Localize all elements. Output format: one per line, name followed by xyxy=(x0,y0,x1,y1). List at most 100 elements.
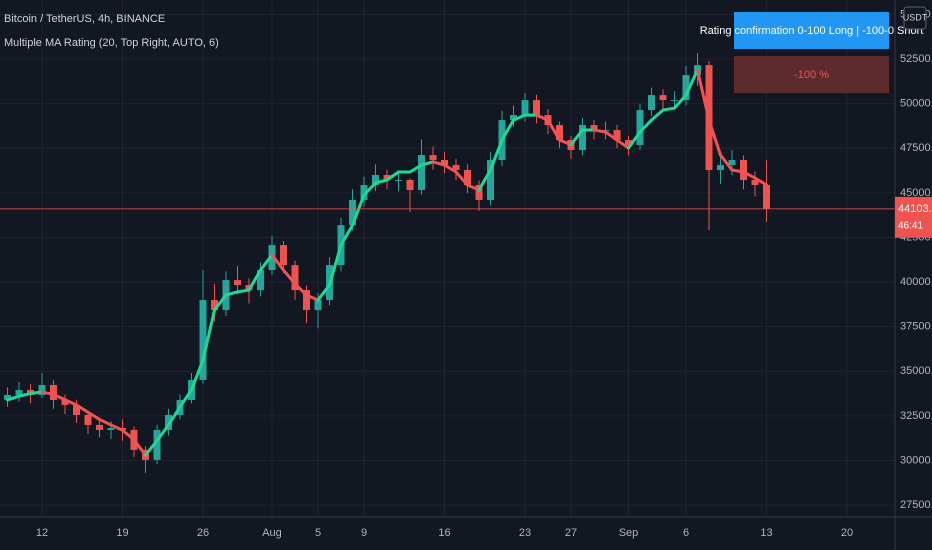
candle-body xyxy=(613,130,621,141)
ma-segment xyxy=(155,423,170,443)
ma-segment xyxy=(742,170,757,180)
ma-segment xyxy=(592,128,607,134)
ma-segment xyxy=(408,163,423,174)
ma-segment xyxy=(98,417,113,427)
candle-body xyxy=(84,414,92,425)
last-price-tag xyxy=(895,196,932,238)
y-tick-label: 27500.00 xyxy=(900,499,932,511)
ma-segment xyxy=(190,358,205,392)
ma-segment xyxy=(546,118,561,142)
ma-segment xyxy=(351,193,366,227)
candle-body xyxy=(625,140,632,146)
candle-body xyxy=(521,100,529,116)
candle-body xyxy=(199,300,207,380)
candle-body xyxy=(291,265,299,291)
ma-segment xyxy=(75,403,90,414)
ma-segment xyxy=(236,288,251,294)
candle-body xyxy=(211,300,218,311)
ma-segment xyxy=(661,106,676,112)
candle-body xyxy=(406,180,414,190)
ma-segment xyxy=(201,308,216,362)
ma-segment xyxy=(615,138,630,150)
ma-segment xyxy=(558,138,573,147)
candle-body xyxy=(73,404,80,415)
candle-body xyxy=(487,160,494,200)
x-tick-label: 19 xyxy=(116,527,128,539)
ma-segment xyxy=(604,130,619,142)
candle-body xyxy=(349,199,356,226)
rating-value-box xyxy=(734,56,889,93)
candle-body xyxy=(107,427,115,430)
y-tick-label: 40000.00 xyxy=(900,276,932,288)
ma-segment xyxy=(569,128,584,147)
currency-button[interactable] xyxy=(903,6,927,30)
ma-segment xyxy=(86,410,101,421)
candle-body xyxy=(429,155,437,161)
ma-segment xyxy=(684,68,699,97)
ma-segment xyxy=(247,268,262,292)
ma-segment xyxy=(316,283,331,302)
ma-segment xyxy=(420,160,435,167)
ma-segment xyxy=(627,130,642,150)
candle-body xyxy=(464,170,471,185)
candle-body xyxy=(360,184,368,200)
ma-segment xyxy=(362,181,377,197)
ma-segment xyxy=(109,423,124,432)
x-tick-label: 5 xyxy=(315,527,321,539)
candle-body xyxy=(280,245,287,266)
x-tick-label: 16 xyxy=(438,527,450,539)
ma-segment xyxy=(512,113,527,122)
candle-body xyxy=(418,155,425,190)
ma-segment xyxy=(638,118,653,134)
candle-body xyxy=(740,160,747,181)
ma-segment xyxy=(730,168,745,174)
candle-body xyxy=(395,180,402,182)
ma-segment xyxy=(6,394,21,402)
candle-body xyxy=(751,180,759,185)
candle-body xyxy=(441,160,448,166)
x-tick-label: 9 xyxy=(361,527,367,539)
ma-segment xyxy=(431,160,446,167)
rating-header: Rating confirmation 0-100 Long | -100-0 … xyxy=(700,25,924,37)
ma-segment xyxy=(63,398,78,407)
candle-body xyxy=(579,125,586,151)
y-tick-label: 52500.00 xyxy=(900,53,932,65)
ma-segment xyxy=(328,243,343,287)
candle-body xyxy=(383,175,391,181)
candle-body xyxy=(636,110,644,146)
candle-body xyxy=(659,95,667,101)
candle-body xyxy=(475,184,483,200)
ma-segment xyxy=(213,293,228,312)
ma-segment xyxy=(753,176,768,187)
ma-segment xyxy=(489,138,504,172)
candle-body xyxy=(38,384,46,395)
candle-body xyxy=(648,95,655,111)
ma-segment xyxy=(52,392,67,402)
ma-segment xyxy=(270,253,285,272)
candle-body xyxy=(533,100,540,116)
ma-segment xyxy=(144,439,159,457)
last-price-label: 44103.02 xyxy=(898,203,932,215)
y-tick-label: 32500.00 xyxy=(900,410,932,422)
ma-segment xyxy=(673,93,688,110)
ma-segment xyxy=(696,68,711,122)
ma-segment xyxy=(454,170,469,187)
candle-body xyxy=(372,175,379,185)
ma-segment xyxy=(121,428,136,442)
candle-body xyxy=(4,394,11,400)
candle-body xyxy=(257,270,264,291)
ma-segment xyxy=(443,163,458,174)
ma-segment xyxy=(178,388,193,409)
candle-body xyxy=(717,165,724,171)
ma-segment xyxy=(374,178,389,185)
y-tick-label: 35000.00 xyxy=(900,365,932,377)
y-tick-label: 50000.00 xyxy=(900,98,932,110)
ma-segment xyxy=(259,253,274,272)
ma-segment xyxy=(29,390,44,396)
ma-segment xyxy=(466,183,481,192)
currency-label[interactable]: USDT xyxy=(903,12,928,22)
candle-body xyxy=(50,384,57,400)
candle-body xyxy=(153,429,161,460)
ma-segment xyxy=(132,438,147,457)
